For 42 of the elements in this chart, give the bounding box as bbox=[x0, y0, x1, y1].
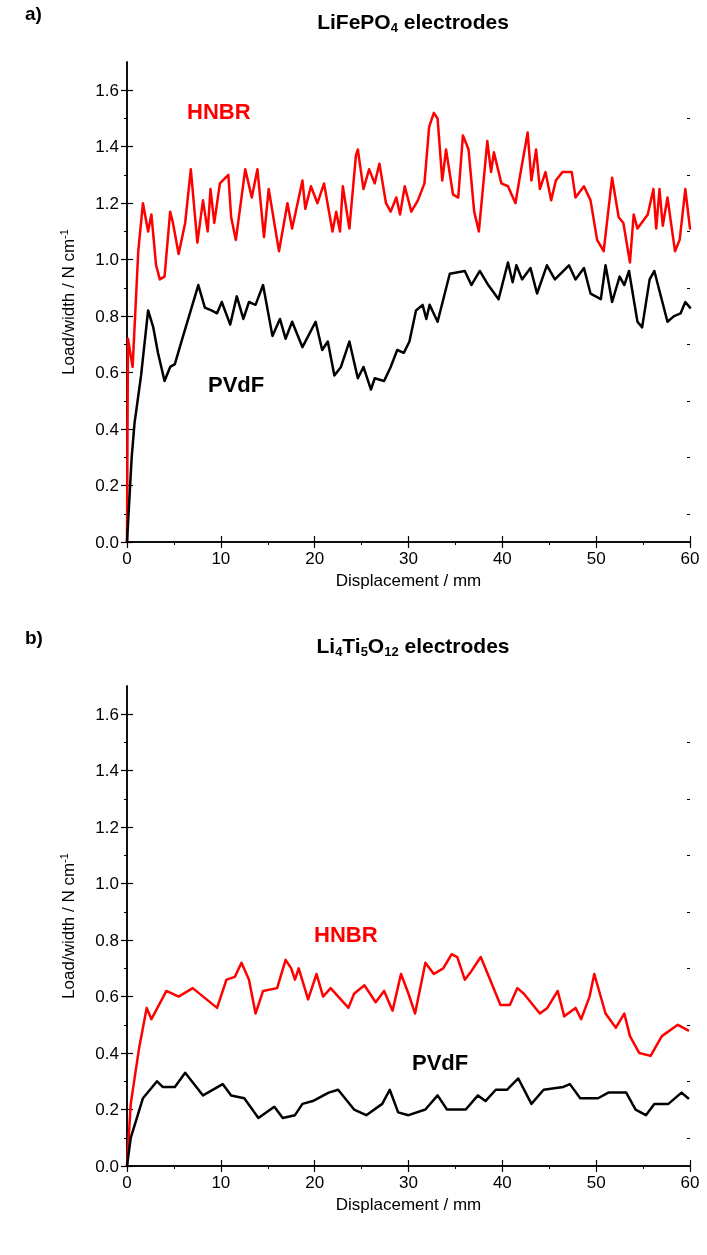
y-tick-label: 0.4 bbox=[95, 1043, 119, 1063]
x-axis-title: Displacement / mm bbox=[335, 1195, 482, 1214]
y-tick-label: 1.6 bbox=[95, 80, 119, 100]
x-tick-label: 20 bbox=[305, 549, 325, 568]
text: b) bbox=[25, 627, 43, 648]
series-label: HNBR bbox=[314, 921, 378, 947]
y-tick-label: 0.0 bbox=[95, 532, 119, 552]
y-tick-label: 0.8 bbox=[95, 306, 119, 326]
y-tick-label: 1.4 bbox=[95, 761, 119, 781]
y-tick-label: 1.0 bbox=[95, 250, 119, 270]
x-tick-label: 20 bbox=[305, 1173, 325, 1192]
x-tick-label: 10 bbox=[211, 1173, 231, 1192]
x-tick-label: 30 bbox=[399, 549, 418, 568]
text: a) bbox=[25, 3, 42, 24]
x-tick-label: 0 bbox=[122, 1173, 132, 1192]
text: HNBR bbox=[187, 98, 251, 124]
y-tick-label: 1.2 bbox=[95, 817, 119, 837]
y-tick-label: 1.0 bbox=[95, 874, 119, 894]
series-label: PVdF bbox=[208, 371, 265, 397]
y-tick-label: 0.8 bbox=[95, 930, 119, 950]
x-tick-label: 40 bbox=[492, 1173, 512, 1192]
y-tick-label: 0.2 bbox=[95, 476, 119, 496]
y-tick-label: 0.0 bbox=[95, 1156, 119, 1176]
x-tick-label: 50 bbox=[586, 1173, 606, 1192]
y-tick-label: 1.2 bbox=[95, 193, 119, 213]
x-tick-label: 60 bbox=[680, 1173, 700, 1192]
x-tick-label: 60 bbox=[680, 549, 700, 568]
x-axis-title: Displacement / mm bbox=[335, 571, 482, 590]
x-tick-label: 50 bbox=[586, 549, 606, 568]
x-tick-label: 10 bbox=[211, 549, 231, 568]
y-axis-title: Load/width / N cm-1 bbox=[57, 229, 78, 375]
x-tick-label: 30 bbox=[399, 1173, 418, 1192]
series-label: PVdF bbox=[412, 1049, 469, 1075]
y-tick-label: 0.6 bbox=[95, 987, 119, 1007]
x-tick-label: 0 bbox=[122, 549, 132, 568]
x-tick-label: 40 bbox=[492, 549, 512, 568]
y-tick-label: 0.4 bbox=[95, 419, 119, 439]
y-tick-label: 1.4 bbox=[95, 137, 119, 157]
y-axis-title: Load/width / N cm-1 bbox=[57, 853, 78, 999]
y-tick-label: 0.6 bbox=[95, 363, 119, 383]
y-tick-label: 1.6 bbox=[95, 704, 119, 724]
y-tick-label: 0.2 bbox=[95, 1100, 119, 1120]
